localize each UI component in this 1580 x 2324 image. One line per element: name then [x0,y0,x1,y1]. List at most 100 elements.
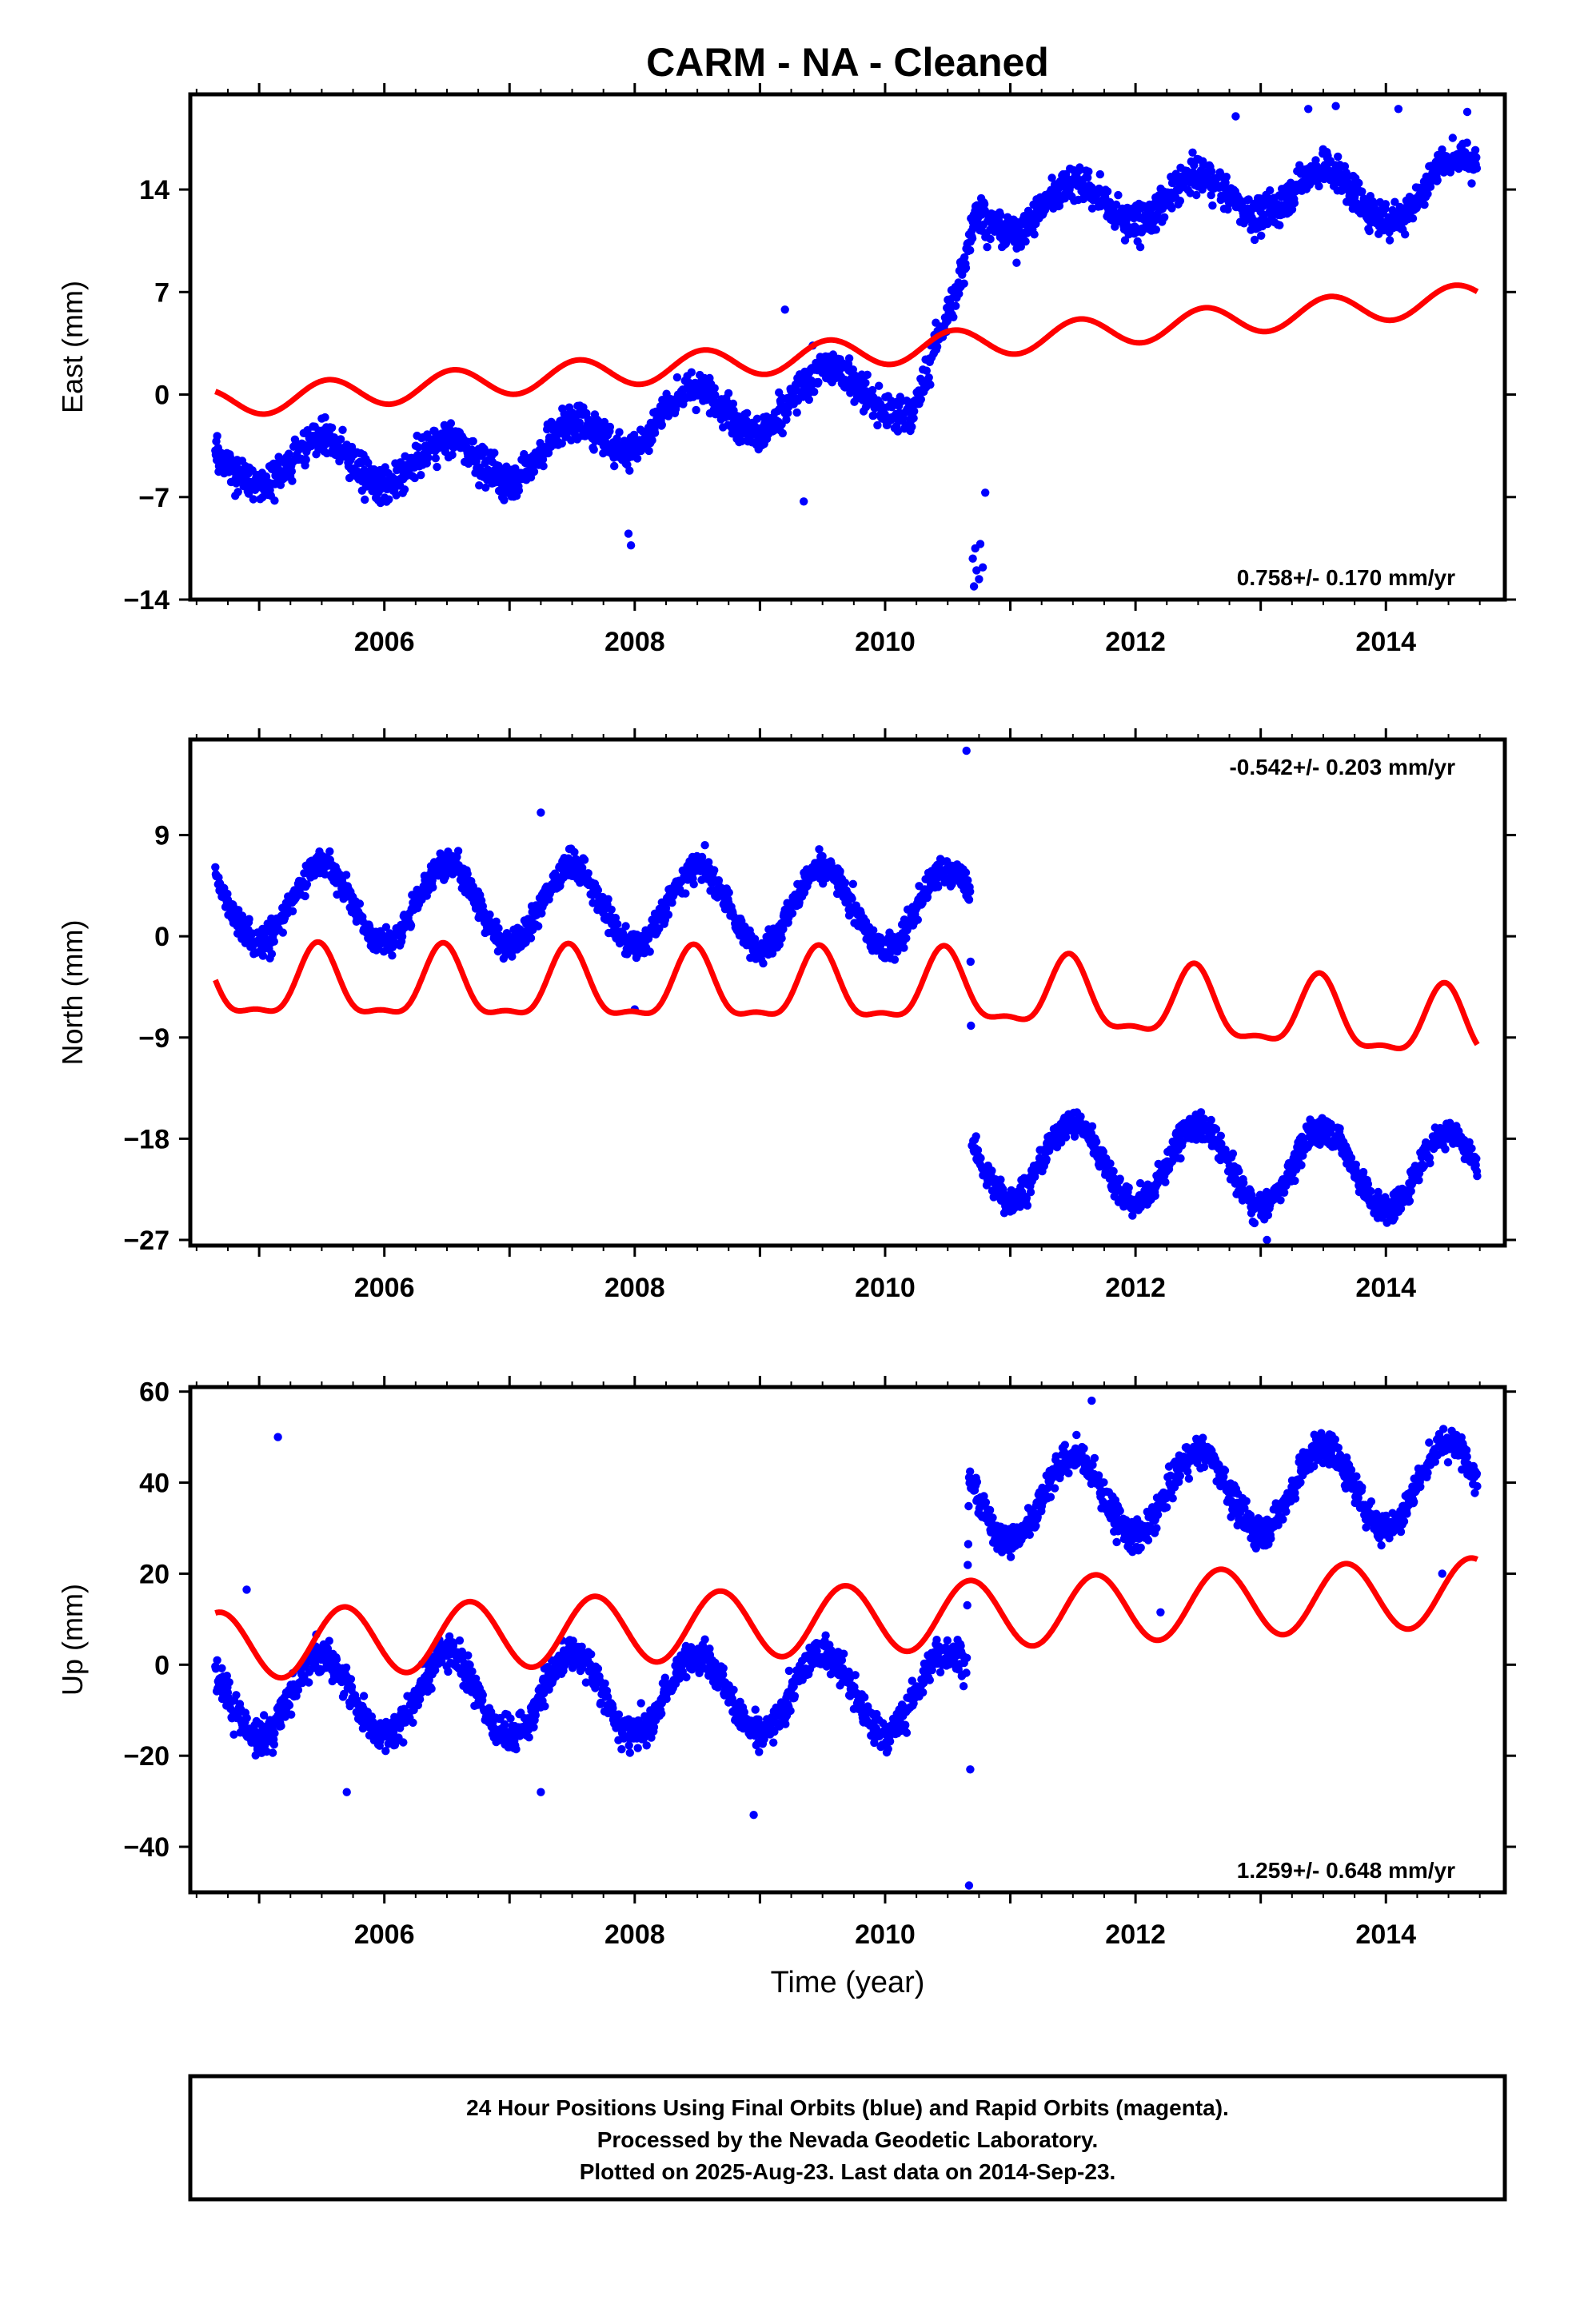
data-point [690,880,698,888]
data-point [966,246,974,254]
data-point [1084,167,1092,175]
data-point [621,922,629,930]
data-point [615,428,623,436]
y-tick-label: −9 [138,1023,170,1054]
data-point [779,429,787,437]
data-point [342,871,350,879]
outlier-point [976,540,984,548]
data-point [270,496,278,504]
data-point [1027,1188,1035,1196]
outlier-point [970,582,978,590]
data-point [962,868,970,876]
data-point [494,924,502,932]
data-point [539,462,547,470]
data-point [1334,153,1342,161]
data-point [1467,179,1475,187]
data-point [469,437,477,445]
data-point [864,371,872,379]
data-point [1467,1144,1475,1152]
data-point [288,476,296,484]
data-point [268,950,276,958]
data-point [1365,227,1373,235]
x-tick-label: 2008 [604,627,665,657]
data-point [1473,164,1481,172]
data-point [1152,225,1160,233]
y-tick-label: 9 [154,821,170,851]
data-point [788,909,796,917]
data-point [1472,1154,1480,1162]
outlier-point [963,747,971,755]
x-tick-label: 2010 [855,627,916,657]
data-point [646,947,654,955]
data-point [648,436,656,444]
data-point [960,280,968,288]
data-point [688,369,696,377]
data-point [1359,1168,1367,1176]
data-point [952,302,960,310]
data-point [1229,1150,1237,1158]
data-point [673,373,681,381]
data-point [759,959,767,967]
outlier-point [800,497,808,505]
data-point [388,951,396,959]
outlier-point [1231,112,1239,120]
data-point [692,406,700,414]
data-point [328,424,336,432]
data-point [710,866,718,874]
data-point [515,486,523,494]
data-point [914,915,922,923]
data-point [1161,1178,1169,1186]
data-point [1352,1161,1360,1169]
data-point [570,848,578,856]
data-point [902,934,910,942]
north-plot-area [211,747,1482,1244]
data-point [891,955,899,963]
data-point [841,879,849,887]
data-point [1386,236,1394,244]
data-point [424,453,432,461]
data-point [681,889,689,897]
data-point [715,876,723,884]
y-tick-label: −7 [138,483,170,513]
data-point [490,448,498,456]
data-point [527,934,535,942]
data-point [534,922,542,930]
data-point [908,423,916,431]
data-point [793,409,801,417]
data-point [1291,199,1299,207]
data-point [965,895,973,903]
data-point [1223,173,1231,181]
data-point [407,921,415,929]
data-point [870,412,878,420]
data-point [1355,179,1363,187]
data-point [1463,138,1471,146]
data-point [1426,183,1434,191]
data-point [1401,230,1409,238]
data-point [401,485,409,493]
east-plot-area [211,102,1481,591]
data-point [585,869,592,877]
data-point [447,419,455,427]
data-point [900,943,908,951]
data-point [743,409,751,417]
data-point [454,847,462,855]
data-point [279,928,287,936]
data-point [972,1132,980,1140]
data-point [213,432,221,440]
east-y-axis-label: East (mm) [56,281,89,413]
data-point [1409,214,1417,222]
data-point [429,883,437,891]
data-point [1096,170,1104,178]
outlier-point [1012,259,1020,267]
data-point [926,381,934,389]
data-point [861,379,869,387]
data-point [1176,197,1184,205]
data-point [625,467,633,475]
data-point [725,888,733,896]
data-point [302,456,310,464]
data-point [1043,1155,1051,1163]
data-point [1471,146,1479,154]
data-point [875,382,883,390]
